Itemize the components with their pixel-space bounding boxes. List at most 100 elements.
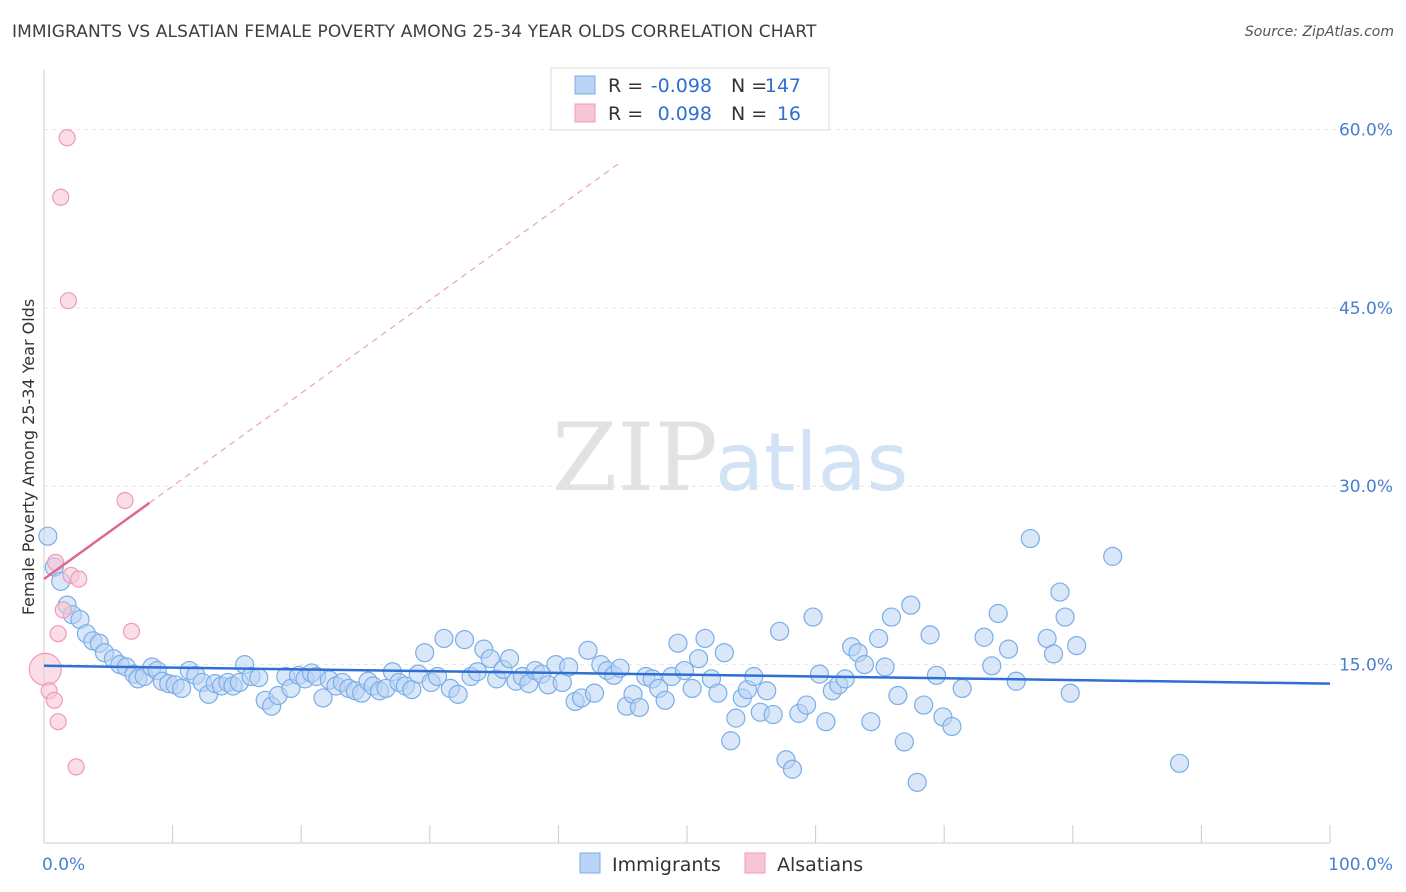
immigrants-point-104 [708, 683, 728, 703]
alsatians-point-5 [49, 713, 67, 731]
immigrants-point-152 [1060, 683, 1080, 703]
immigrants-point-142 [974, 627, 994, 647]
immigrants-point-150 [1050, 582, 1070, 602]
immigrants-point-81 [559, 657, 579, 677]
series-swatch-alsatians [744, 852, 766, 874]
watermark-atlas: atlas [715, 416, 908, 509]
immigrants-point-144 [988, 603, 1008, 624]
x-tick-labels: 0.0% 100.0% [42, 855, 1393, 875]
immigrants-point-136 [914, 695, 934, 715]
series-label-immigrants: Immigrants [612, 854, 721, 876]
immigrants-point-121 [816, 712, 836, 732]
series-swatch-immigrants [579, 852, 601, 874]
immigrants-point-0 [38, 526, 58, 546]
immigrants-point-96 [655, 690, 675, 710]
immigrants-point-33 [249, 668, 269, 688]
legend-r-label-alsatians: R = [608, 103, 643, 125]
immigrants-point-85 [584, 683, 605, 703]
series-label-alsatians: Alsatians [777, 854, 863, 876]
legend-swatch-immigrants [574, 75, 596, 95]
immigrants-point-92 [629, 697, 650, 718]
immigrants-points [38, 526, 1190, 792]
alsatians-points [28, 129, 141, 776]
immigrants-point-118 [796, 695, 817, 715]
immigrants-point-129 [869, 628, 889, 649]
immigrants-point-151 [1055, 607, 1075, 627]
alsatians-trend-extension [149, 161, 622, 504]
immigrants-point-132 [888, 685, 908, 706]
immigrants-point-21 [172, 678, 192, 699]
watermark: ZIP atlas [552, 404, 908, 513]
immigrants-point-138 [926, 665, 947, 685]
immigrants-point-100 [682, 678, 702, 699]
immigrants-point-135 [907, 772, 927, 792]
immigrants-point-62 [434, 628, 454, 649]
immigrants-point-72 [499, 649, 520, 669]
legend-r-value-immigrants: -0.098 [651, 75, 712, 97]
chart-title: IMMIGRANTS VS ALSATIAN FEMALE POVERTY AM… [12, 22, 817, 42]
immigrants-point-153 [1067, 635, 1087, 656]
immigrants-point-128 [861, 712, 881, 732]
immigrants-trend-line [43, 664, 1331, 685]
immigrants-point-59 [415, 643, 435, 663]
immigrants-point-69 [480, 649, 500, 669]
grid-lines [44, 128, 1394, 666]
immigrants-point-107 [726, 708, 746, 728]
immigrants-point-98 [668, 633, 688, 653]
y-tick-labels: 15.0% 30.0% 45.0% 60.0% [1339, 120, 1393, 675]
immigrants-point-124 [835, 669, 855, 689]
immigrants-point-155 [1169, 753, 1190, 773]
immigrants-point-137 [920, 625, 940, 645]
immigrants-point-154 [1103, 546, 1123, 566]
legend-n-value-immigrants: 147 [765, 75, 801, 97]
alsatians-point-4 [49, 625, 67, 643]
alsatians-point-9 [59, 292, 78, 310]
alsatians-point-8 [58, 129, 76, 147]
axes [43, 70, 1331, 844]
legend-r-label-immigrants: R = [608, 75, 643, 97]
immigrants-point-140 [942, 716, 962, 737]
immigrants-point-43 [313, 688, 333, 708]
immigrants-point-147 [1020, 528, 1040, 549]
legend-n-label-immigrants: N = [731, 75, 767, 97]
y-axis-label: Female Poverty Among 25-34 Year Olds [19, 299, 38, 615]
immigrants-point-119 [803, 607, 823, 627]
correlation-legend: R = -0.098 N = 147 R = 0.098 N = 16 [550, 67, 830, 131]
alsatians-point-13 [116, 491, 134, 510]
immigrants-point-120 [809, 664, 830, 684]
alsatians-point-12 [70, 570, 88, 588]
immigrants-point-143 [982, 656, 1002, 676]
alsatians-point-7 [54, 601, 72, 619]
immigrants-point-145 [998, 639, 1019, 659]
y-tick-label-1: 30.0% [1339, 477, 1393, 497]
immigrants-point-64 [448, 684, 468, 704]
alsatians-point-6 [52, 188, 70, 206]
series-legend: Immigrants Alsatians [579, 852, 863, 876]
immigrants-point-116 [782, 759, 803, 779]
immigrants-point-84 [578, 640, 598, 660]
immigrants-point-106 [721, 731, 741, 751]
immigrants-point-102 [695, 628, 715, 649]
legend-box [550, 67, 830, 131]
legend-r-value-alsatians: 0.098 [658, 103, 712, 125]
immigrants-point-133 [894, 732, 914, 752]
immigrants-point-65 [454, 630, 475, 650]
alsatians-point-2 [45, 691, 63, 709]
immigrants-point-113 [763, 704, 783, 725]
source-label: Source: ZipAtlas.com [1244, 24, 1394, 40]
immigrants-point-101 [688, 649, 709, 669]
legend-swatch-alsatians [574, 103, 596, 123]
watermark-zip: ZIP [552, 404, 718, 513]
immigrants-point-134 [901, 595, 921, 615]
immigrants-point-130 [875, 657, 895, 677]
immigrants-point-141 [952, 678, 972, 699]
immigrants-point-114 [769, 621, 790, 641]
y-tick-label-2: 45.0% [1339, 299, 1393, 319]
legend-n-label-alsatians: N = [731, 103, 767, 125]
alsatians-point-11 [67, 758, 85, 776]
legend-n-value-alsatians: 16 [777, 103, 801, 125]
alsatians-point-14 [122, 622, 141, 640]
y-tick-label-3: 60.0% [1339, 120, 1393, 140]
immigrants-point-99 [674, 660, 695, 681]
